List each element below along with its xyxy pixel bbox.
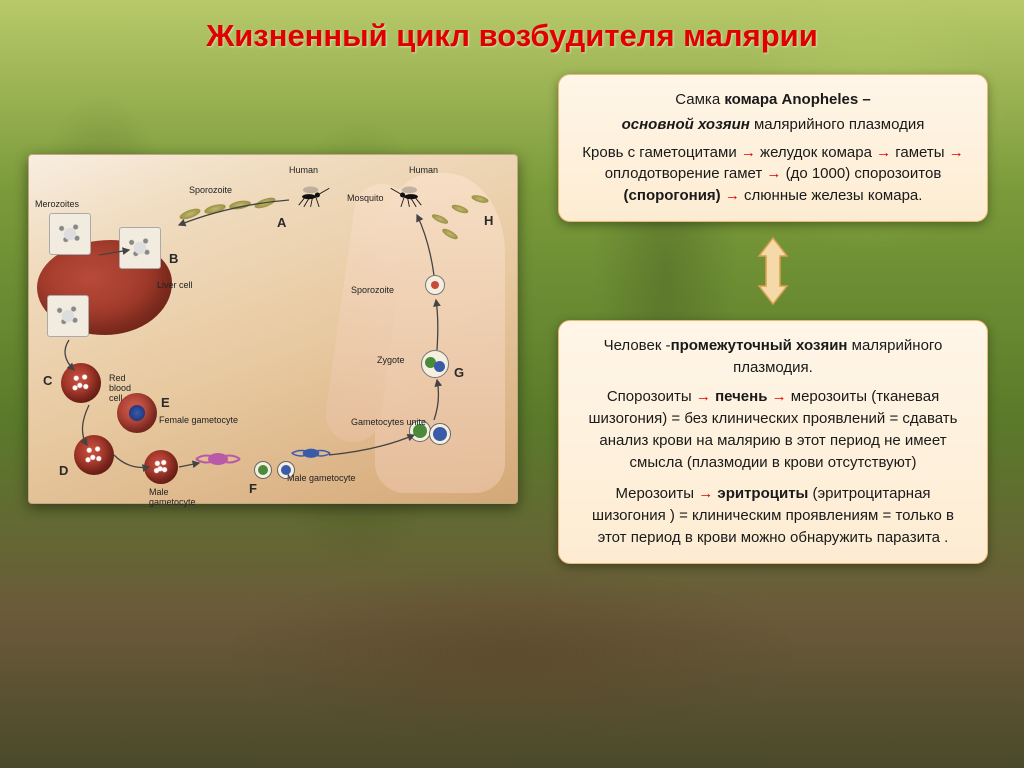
text: (до 1000) спорозоитов: [781, 165, 941, 182]
diagram-label: Liver cell: [157, 280, 193, 290]
diagram-label: Human: [289, 165, 318, 175]
card-heading: Человек -промежуточный хозяин малярийног…: [577, 335, 969, 379]
red-arrow-icon: →: [737, 144, 756, 161]
lifecycle-diagram: Merozoites Sporozoite Human Human Mosqui…: [28, 154, 518, 504]
red-arrow-icon: →: [698, 485, 713, 502]
stage-letter: D: [59, 463, 68, 478]
card-mosquito-host: Самка комара Anopheles – основной хозяин…: [558, 74, 988, 222]
slide: Жизненный цикл возбудителя малярии: [0, 0, 1024, 768]
text: Кровь с гаметоцитами: [582, 144, 736, 161]
page-title: Жизненный цикл возбудителя малярии: [28, 18, 996, 54]
info-column: Самка комара Anopheles – основной хозяин…: [558, 74, 988, 564]
red-arrow-icon: →: [876, 144, 891, 161]
text-bold: (спорогония): [624, 187, 721, 204]
red-arrow-icon: →: [949, 144, 964, 161]
text: желудок комара: [756, 144, 876, 161]
card-heading: Самка комара Anopheles –: [577, 89, 969, 111]
stage-letter: F: [249, 481, 257, 496]
stage-letter: A: [277, 215, 286, 230]
card-subheading: основной хозяин малярийного плазмодия: [577, 114, 969, 136]
card-human-host: Человек -промежуточный хозяин малярийног…: [558, 320, 988, 564]
diagram-label: Mosquito: [347, 193, 384, 203]
diagram-label: Male gametocyte: [287, 473, 356, 483]
text: слюнные железы комара.: [740, 187, 923, 204]
stage-letter: C: [43, 373, 52, 388]
text-bold: промежуточный хозяин: [671, 337, 848, 354]
text-bold: эритроциты: [717, 485, 808, 502]
diagram-label: Red blood cell: [109, 373, 139, 403]
diagram-label: Sporozoite: [189, 185, 232, 195]
text-ital-bold: основной хозяин: [622, 116, 750, 133]
text: гаметы: [891, 144, 949, 161]
red-arrow-icon: →: [721, 187, 740, 204]
card-flow-text: Спорозоиты → печень → мерозоиты (тканева…: [577, 386, 969, 473]
text: Мерозоиты: [615, 485, 698, 502]
diagram-label: Sporozoite: [351, 285, 394, 295]
diagram-label: Gametocytes unite: [351, 417, 426, 427]
card-flow-text: Кровь с гаметоцитами → желудок комара → …: [577, 142, 969, 207]
stage-letter: E: [161, 395, 170, 410]
diagram-label: Female gametocyte: [159, 415, 238, 425]
text: Человек -: [604, 337, 671, 354]
text: Спорозоиты: [607, 388, 692, 405]
diagram-label: Human: [409, 165, 438, 175]
cycle-arrows: [29, 155, 519, 505]
red-arrow-icon: →: [772, 388, 787, 405]
stage-letter: H: [484, 213, 493, 228]
diagram-label: Zygote: [377, 355, 405, 365]
red-arrow-icon: →: [692, 388, 711, 405]
text: малярийного плазмодия: [750, 116, 925, 133]
text-bold: печень: [715, 388, 767, 405]
content-row: Merozoites Sporozoite Human Human Mosqui…: [28, 74, 996, 564]
stage-letter: G: [454, 365, 464, 380]
diagram-label: Merozoites: [35, 199, 79, 209]
diagram-label: Male gametocyte: [149, 487, 209, 507]
card-flow-text: Мерозоиты → эритроциты (эритроцитарная ш…: [577, 483, 969, 548]
stage-letter: B: [169, 251, 178, 266]
red-arrow-icon: →: [766, 165, 781, 182]
double-arrow-icon: [753, 236, 793, 306]
text: Самка: [675, 91, 724, 108]
text-bold: комара Anopheles –: [724, 91, 870, 108]
text: оплодотворение гамет: [605, 165, 767, 182]
